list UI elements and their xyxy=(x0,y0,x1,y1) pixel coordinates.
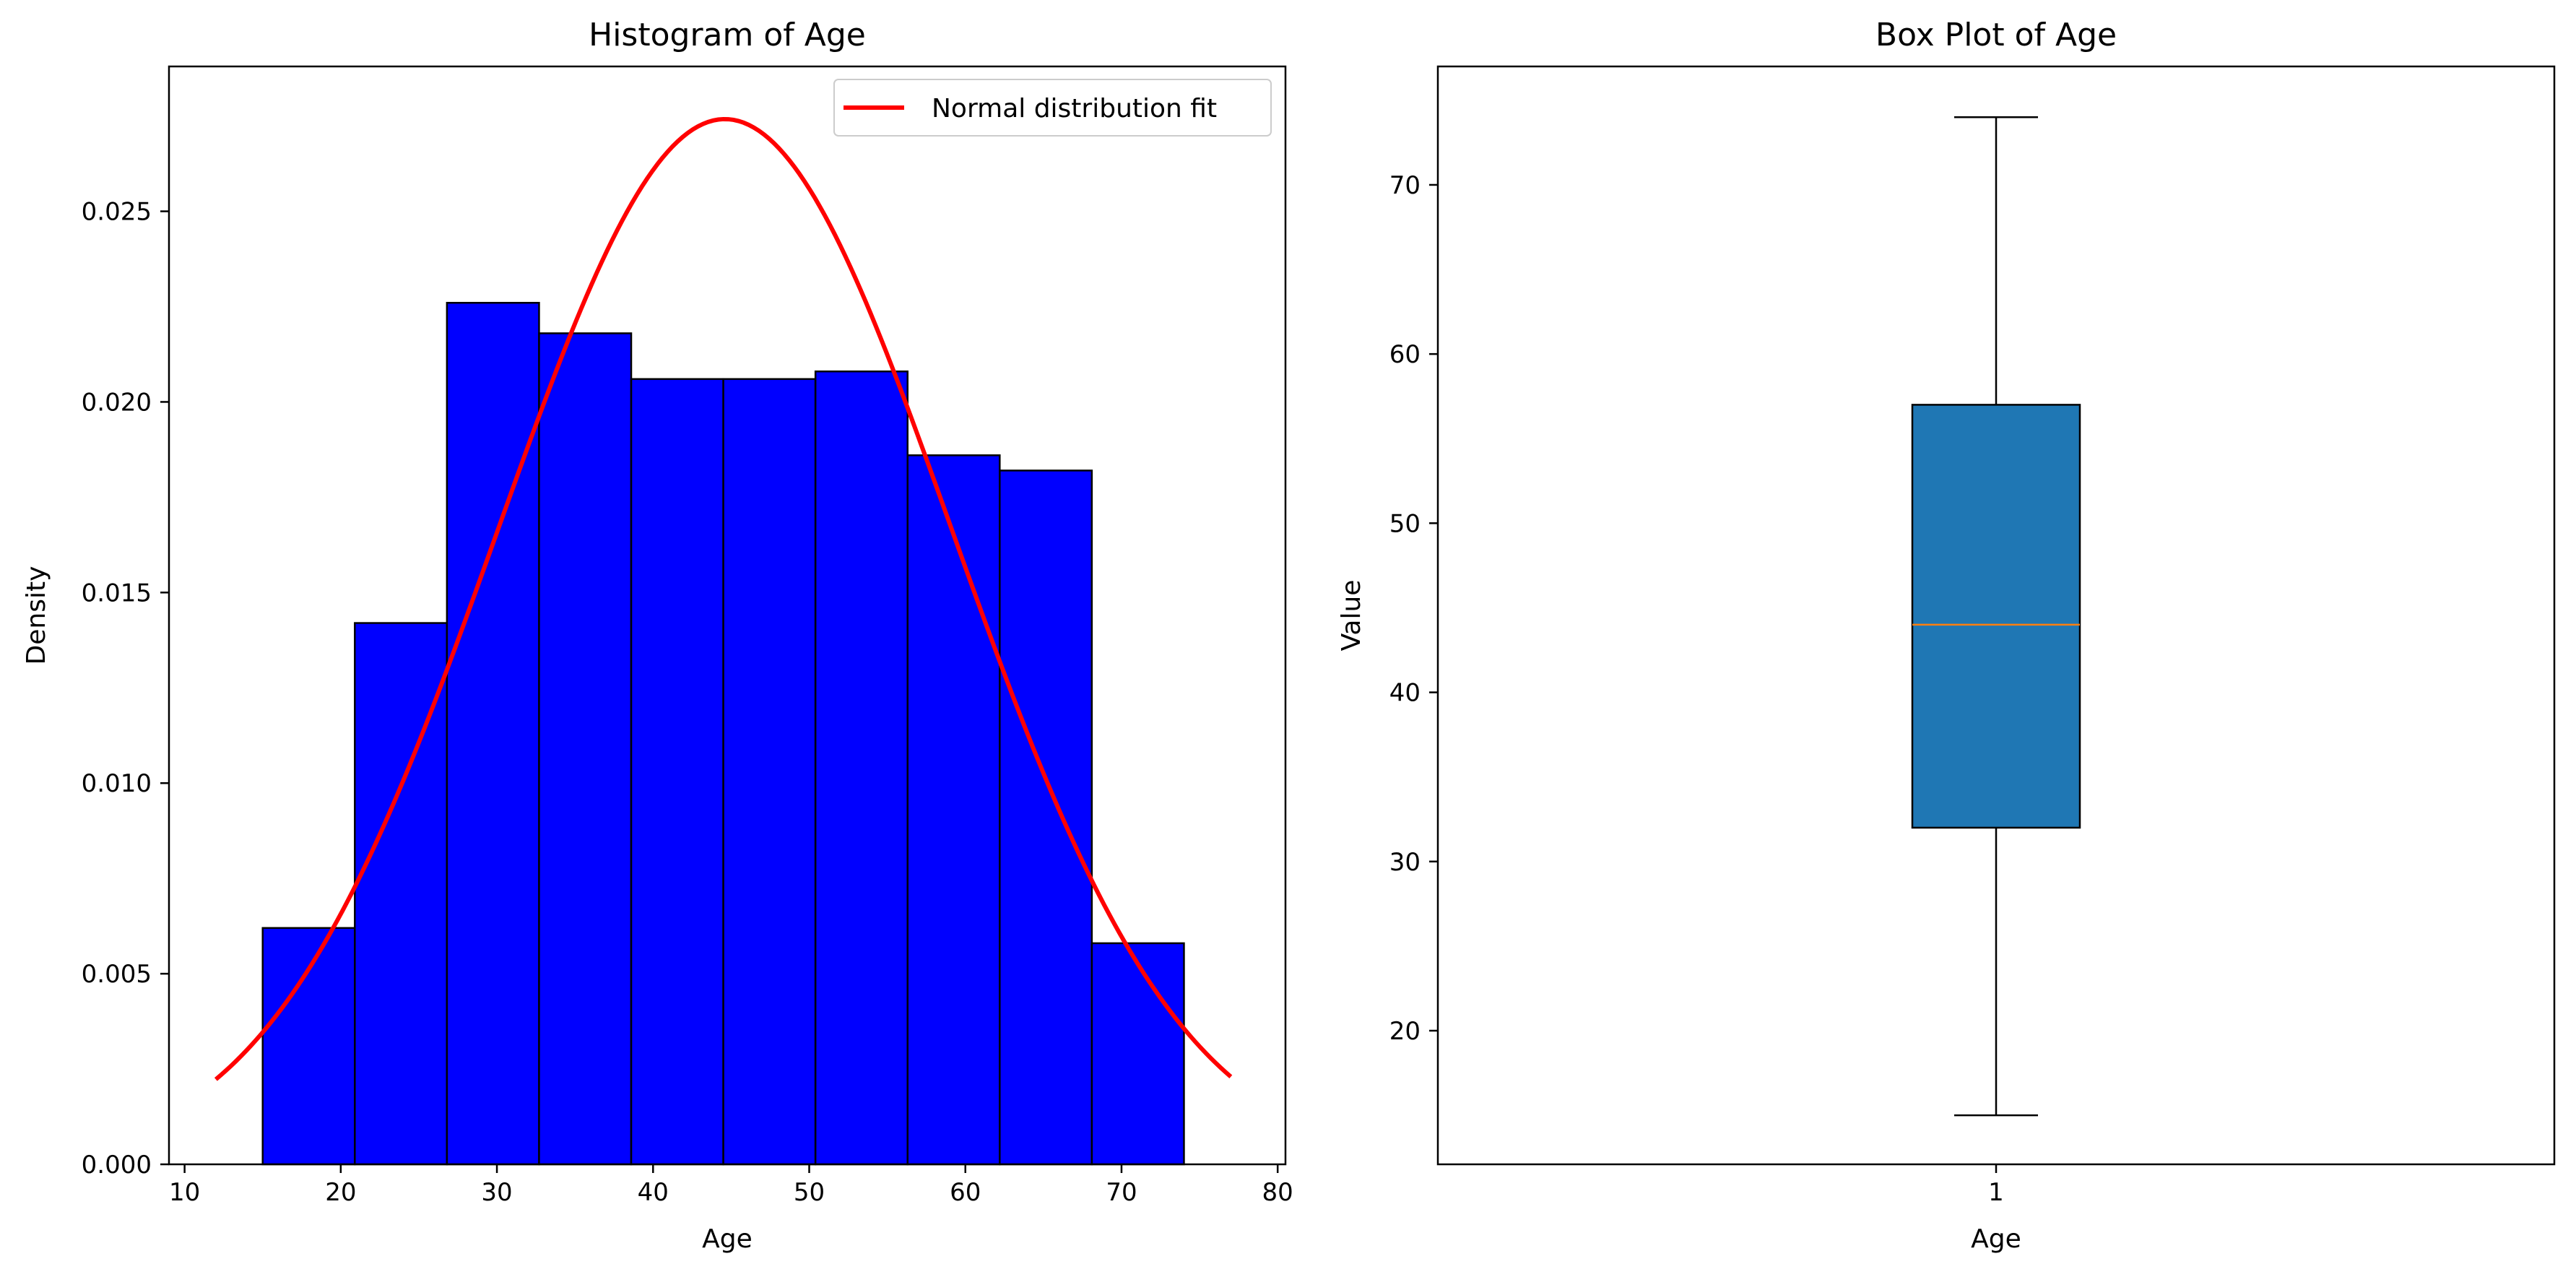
legend-label-normal-fit: Normal distribution fit xyxy=(932,94,1217,124)
normal-fit-line xyxy=(214,116,1233,1081)
histogram-plot-frame xyxy=(168,65,1287,1166)
y-tick-label: 0.005 xyxy=(82,960,152,989)
x-tick-label: 80 xyxy=(1262,1178,1293,1207)
histogram-y-label: Density xyxy=(22,566,51,665)
y-tick-label: 0.025 xyxy=(82,198,152,227)
y-tick-label: 70 xyxy=(1389,171,1421,200)
y-tick-label: 20 xyxy=(1389,1017,1421,1046)
histogram-bar xyxy=(722,378,817,1166)
y-tick-label: 0.000 xyxy=(82,1151,152,1179)
histogram-legend: Normal distribution fit xyxy=(833,79,1272,137)
boxplot-x-label: Age xyxy=(1971,1224,2021,1254)
histogram-chart: Histogram of Age 10 20 30 40 50 60 70 80 0.0000… xyxy=(22,17,1293,1254)
boxplot-y-ticks: 20 30 40 50 60 70 xyxy=(1389,171,1438,1046)
legend-box xyxy=(833,79,1272,137)
histogram-bar xyxy=(999,469,1093,1166)
histogram-x-label: Age xyxy=(702,1224,753,1254)
y-tick-label: 0.010 xyxy=(82,769,152,798)
box-iqr xyxy=(1911,404,2081,829)
x-tick-label: 20 xyxy=(325,1178,356,1207)
x-tick-label: 60 xyxy=(950,1178,981,1207)
histogram-bar xyxy=(906,454,1001,1166)
x-tick-label: 50 xyxy=(794,1178,825,1207)
histogram-bar xyxy=(814,370,908,1166)
boxplot-title: Box Plot of Age xyxy=(1875,17,2117,53)
boxplot-y-label: Value xyxy=(1337,580,1366,652)
boxplot-shapes xyxy=(1911,116,2081,1117)
histogram-x-ticks: 10 20 30 40 50 60 70 80 xyxy=(169,1164,1293,1207)
x-tick-label: 1 xyxy=(1988,1178,2004,1207)
normal-fit-curve xyxy=(214,116,1233,1081)
histogram-bar xyxy=(1090,942,1185,1166)
x-tick-label: 40 xyxy=(638,1178,669,1207)
histogram-bar xyxy=(538,332,633,1166)
boxplot-x-ticks: 1 xyxy=(1988,1164,2004,1207)
y-tick-label: 50 xyxy=(1389,509,1421,538)
histogram-bar xyxy=(446,301,540,1166)
histogram-title: Histogram of Age xyxy=(589,17,866,53)
y-tick-label: 60 xyxy=(1389,340,1421,369)
boxplot-chart: Box Plot of Age 1 20 30 40 50 60 70 Age Value xyxy=(1337,17,2556,1254)
histogram-bars xyxy=(261,301,1185,1166)
x-tick-label: 10 xyxy=(169,1178,200,1207)
y-tick-label: 30 xyxy=(1389,848,1421,877)
histogram-bar xyxy=(630,378,724,1166)
x-tick-label: 70 xyxy=(1106,1178,1137,1207)
x-tick-label: 30 xyxy=(481,1178,512,1207)
y-tick-label: 40 xyxy=(1389,679,1421,708)
y-tick-label: 0.020 xyxy=(82,388,152,417)
y-tick-label: 0.015 xyxy=(82,579,152,607)
histogram-bar xyxy=(261,927,356,1166)
histogram-y-ticks: 0.000 0.005 0.010 0.015 0.020 0.025 xyxy=(82,198,169,1179)
